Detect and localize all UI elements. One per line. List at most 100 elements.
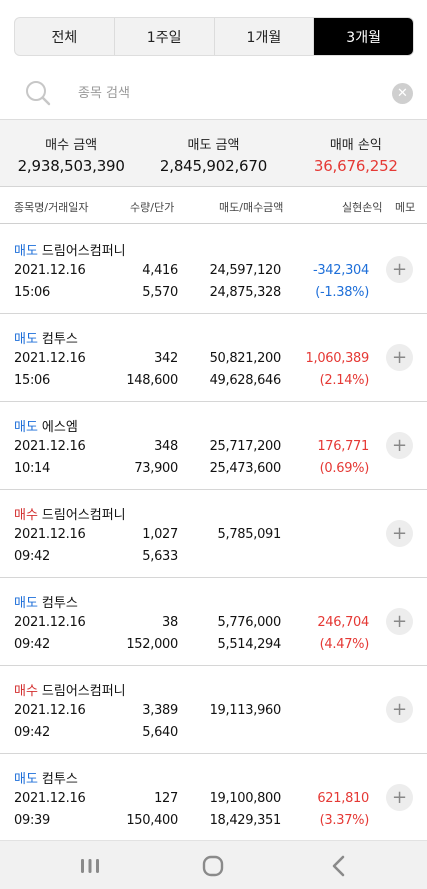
system-navigation-bar	[0, 840, 427, 889]
trade-time: 10:14	[14, 461, 50, 476]
trade-unit-price: 152,000	[126, 637, 178, 652]
column-realized-pnl: 실현손익	[342, 201, 383, 214]
trade-amount: 19,100,800	[209, 791, 282, 806]
trade-counter-amount: 49,628,646	[209, 373, 282, 388]
trade-date: 2021.12.16	[14, 615, 86, 630]
buy-amount-label: 매수 금액	[45, 138, 98, 153]
search-input[interactable]	[78, 81, 368, 105]
trade-counter-amount: 5,514,294	[217, 637, 282, 652]
search-bar: ✕	[0, 70, 427, 116]
plus-icon[interactable]: +	[386, 784, 413, 811]
recent-apps-icon[interactable]	[77, 853, 103, 879]
column-memo: 메모	[395, 201, 416, 214]
trade-unit-price: 5,640	[142, 725, 178, 740]
realized-pnl-rate: (-1.38%)	[315, 285, 369, 300]
stock-name-text: 컴투스	[41, 772, 78, 787]
trade-counter-amount: 24,875,328	[209, 285, 282, 300]
sell-amount-summary: 매도 금액 2,845,902,670	[142, 120, 284, 186]
column-name-date: 종목명/거래일자	[14, 201, 89, 214]
stock-name-text: 컴투스	[41, 332, 78, 347]
tab-1-month[interactable]: 1개월	[215, 18, 315, 55]
trade-type-label: 매도	[14, 772, 38, 787]
stock-name: 매수 드림어스컴퍼니	[14, 680, 126, 699]
trade-time: 09:42	[14, 549, 50, 564]
trade-pnl-summary: 매매 손익 36,676,252	[285, 120, 427, 186]
stock-name: 매도 컴투스	[14, 768, 78, 787]
trade-date: 2021.12.16	[14, 263, 86, 278]
trade-time: 15:06	[14, 285, 50, 300]
plus-icon[interactable]: +	[386, 344, 413, 371]
close-icon[interactable]: ✕	[392, 83, 413, 104]
sell-amount-label: 매도 금액	[187, 138, 240, 153]
trade-amount: 5,776,000	[217, 615, 282, 630]
trade-quantity: 38	[162, 615, 178, 630]
trade-row[interactable]: 매도 드림어스컴퍼니 2021.12.16 15:06 4,416 5,570 24,597…	[0, 226, 427, 314]
column-amounts: 매도/매수금액	[219, 201, 284, 214]
tab-all[interactable]: 전체	[15, 18, 115, 55]
trade-row[interactable]: 매도 컴투스 2021.12.16 09:42 38 152,000 5,776,000 5,…	[0, 578, 427, 666]
stock-name: 매도 컴투스	[14, 328, 78, 347]
realized-pnl: -342,304	[312, 263, 369, 278]
trade-row[interactable]: 매수 드림어스컴퍼니 2021.12.16 09:42 1,027 5,633 5,785,…	[0, 490, 427, 578]
trade-pnl-value: 36,676,252	[313, 157, 398, 175]
trade-type-label: 매도	[14, 332, 38, 347]
trade-counter-amount: 18,429,351	[209, 813, 282, 828]
plus-icon[interactable]: +	[386, 256, 413, 283]
tab-1-week[interactable]: 1주일	[115, 18, 215, 55]
trade-unit-price: 5,570	[142, 285, 178, 300]
trade-row[interactable]: 매수 드림어스컴퍼니 2021.12.16 09:42 3,389 5,640 19,113…	[0, 666, 427, 754]
realized-pnl: 176,771	[317, 439, 369, 454]
stock-name-text: 드림어스컴퍼니	[41, 508, 126, 523]
trade-type-label: 매수	[14, 508, 38, 523]
stock-name: 매수 드림어스컴퍼니	[14, 504, 126, 523]
plus-icon[interactable]: +	[386, 696, 413, 723]
plus-icon[interactable]: +	[386, 432, 413, 459]
trade-quantity: 127	[154, 791, 178, 806]
trade-date: 2021.12.16	[14, 439, 86, 454]
stock-name-text: 드림어스컴퍼니	[41, 244, 126, 259]
trade-date: 2021.12.16	[14, 351, 86, 366]
trade-time: 09:42	[14, 725, 50, 740]
trade-counter-amount: 25,473,600	[209, 461, 282, 476]
stock-name: 매도 드림어스컴퍼니	[14, 240, 126, 259]
back-icon[interactable]	[326, 853, 352, 879]
trade-quantity: 3,389	[142, 703, 178, 718]
trade-summary: 매수 금액 2,938,503,390 매도 금액 2,845,902,670 …	[0, 119, 427, 187]
stock-name-text: 에스엠	[41, 420, 78, 435]
trade-time: 15:06	[14, 373, 50, 388]
home-icon[interactable]	[200, 853, 226, 879]
trade-time: 09:39	[14, 813, 50, 828]
realized-pnl: 621,810	[317, 791, 369, 806]
trade-row[interactable]: 매도 에스엠 2021.12.16 10:14 348 73,900 25,717,200 2…	[0, 402, 427, 490]
trade-row[interactable]: 매도 컴투스 2021.12.16 09:39 127 150,400 19,100,800…	[0, 754, 427, 842]
tab-3-months[interactable]: 3개월	[314, 18, 413, 55]
trade-type-label: 매도	[14, 244, 38, 259]
trade-row[interactable]: 매도 컴투스 2021.12.16 15:06 342 148,600 50,821,200…	[0, 314, 427, 402]
stock-name-text: 컴투스	[41, 596, 78, 611]
plus-icon[interactable]: +	[386, 520, 413, 547]
trade-unit-price: 5,633	[142, 549, 178, 564]
trade-type-label: 매수	[14, 684, 38, 699]
plus-icon[interactable]: +	[386, 608, 413, 635]
trade-date: 2021.12.16	[14, 703, 86, 718]
stock-name: 매도 에스엠	[14, 416, 78, 435]
trade-amount: 5,785,091	[217, 527, 282, 542]
trade-quantity: 4,416	[142, 263, 178, 278]
stock-name-text: 드림어스컴퍼니	[41, 684, 126, 699]
trade-time: 09:42	[14, 637, 50, 652]
period-tabs: 전체 1주일 1개월 3개월	[14, 17, 414, 56]
trade-amount: 50,821,200	[209, 351, 282, 366]
trade-amount: 24,597,120	[209, 263, 282, 278]
trade-unit-price: 148,600	[126, 373, 178, 388]
search-icon[interactable]	[24, 79, 52, 107]
trade-quantity: 348	[154, 439, 178, 454]
trade-unit-price: 73,900	[134, 461, 178, 476]
realized-pnl: 1,060,389	[305, 351, 370, 366]
trade-type-label: 매도	[14, 420, 38, 435]
trade-quantity: 342	[154, 351, 178, 366]
trade-pnl-label: 매매 손익	[329, 138, 382, 153]
trade-amount: 25,717,200	[209, 439, 282, 454]
realized-pnl: 246,704	[317, 615, 369, 630]
realized-pnl-rate: (0.69%)	[319, 461, 370, 476]
column-qty-price: 수량/단가	[130, 201, 175, 214]
